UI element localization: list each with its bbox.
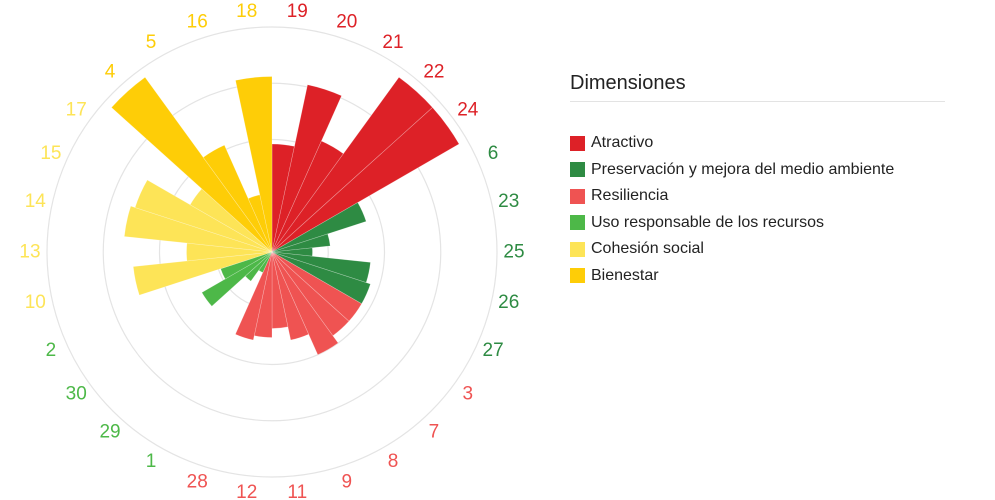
legend-items: Atractivo Preservación y mejora del medio…	[570, 130, 945, 289]
bar-6[interactable]	[271, 202, 367, 253]
category-label-11: 11	[287, 482, 307, 500]
legend-swatch	[570, 188, 585, 204]
bar-11[interactable]	[271, 251, 289, 329]
category-label-13: 13	[19, 242, 40, 263]
category-label-22: 22	[423, 62, 444, 83]
category-label-4: 4	[105, 62, 116, 83]
legend-label: Preservación y mejora del medio ambiente	[591, 160, 895, 178]
bar-18[interactable]	[235, 76, 273, 253]
bar-25[interactable]	[271, 247, 313, 257]
bar-2[interactable]	[220, 251, 273, 280]
category-label-15: 15	[40, 143, 61, 164]
legend-title: Dimensiones	[570, 72, 945, 102]
category-label-27: 27	[483, 340, 504, 361]
category-label-12: 12	[236, 482, 257, 500]
category-label-16: 16	[187, 11, 208, 32]
category-label-29: 29	[99, 421, 120, 442]
category-label-1: 1	[146, 451, 157, 472]
category-label-17: 17	[66, 99, 87, 120]
bar-7[interactable]	[271, 251, 350, 337]
legend-label: Resiliencia	[591, 187, 669, 205]
bar-10[interactable]	[132, 251, 273, 296]
bar-5[interactable]	[202, 144, 273, 253]
legend-item-1[interactable]: Atractivo	[570, 130, 945, 157]
legend: Dimensiones Atractivo Preservación y mejo…	[570, 72, 945, 289]
category-label-26: 26	[498, 292, 519, 313]
category-label-8: 8	[388, 451, 399, 472]
category-label-20: 20	[336, 11, 357, 32]
category-label-14: 14	[25, 191, 47, 212]
legend-label: Uso responsable de los recursos	[591, 213, 825, 231]
legend-item-2[interactable]: Preservación y mejora del medio ambiente	[570, 157, 945, 184]
bar-15[interactable]	[134, 179, 273, 253]
bar-26[interactable]	[271, 251, 371, 283]
legend-item-3[interactable]: Resiliencia	[570, 183, 945, 210]
bar-28[interactable]	[234, 251, 273, 341]
bar-17[interactable]	[189, 188, 273, 253]
bar-16[interactable]	[247, 194, 273, 253]
category-label-9: 9	[341, 472, 352, 493]
category-label-19: 19	[287, 1, 308, 22]
bar-22[interactable]	[271, 76, 433, 253]
category-label-30: 30	[66, 384, 87, 405]
legend-label: Bienestar	[591, 266, 659, 284]
bar-21[interactable]	[271, 140, 344, 253]
bar-3[interactable]	[271, 251, 363, 322]
bar-29[interactable]	[244, 251, 273, 282]
category-label-24: 24	[457, 99, 479, 120]
bar-4[interactable]	[111, 76, 273, 253]
bar-23[interactable]	[271, 233, 331, 253]
category-label-21: 21	[382, 32, 403, 53]
category-label-25: 25	[503, 242, 524, 263]
bar-layer	[111, 76, 460, 356]
legend-item-5[interactable]: Cohesión social	[570, 236, 945, 263]
legend-item-6[interactable]: Bienestar	[570, 263, 945, 290]
legend-item-4[interactable]: Uso responsable de los recursos	[570, 210, 945, 237]
legend-swatch	[570, 268, 585, 284]
category-label-5: 5	[146, 32, 157, 53]
bar-8[interactable]	[271, 251, 339, 356]
category-label-23: 23	[498, 191, 519, 212]
legend-swatch	[570, 162, 585, 178]
grid-circle-4	[46, 26, 498, 478]
legend-swatch	[570, 135, 585, 151]
bar-24[interactable]	[271, 107, 460, 253]
bar-12[interactable]	[253, 251, 273, 338]
legend-swatch	[570, 215, 585, 231]
category-label-2: 2	[46, 340, 57, 361]
category-label-7: 7	[429, 421, 440, 442]
category-label-6: 6	[488, 143, 499, 164]
bar-13[interactable]	[186, 242, 273, 262]
bar-30[interactable]	[201, 251, 273, 307]
category-label-10: 10	[25, 292, 46, 313]
bar-20[interactable]	[271, 84, 342, 253]
bar-9[interactable]	[271, 251, 310, 341]
legend-swatch	[570, 241, 585, 257]
legend-label: Cohesión social	[591, 240, 704, 258]
legend-label: Atractivo	[591, 134, 654, 152]
category-label-3: 3	[462, 384, 473, 405]
category-label-28: 28	[187, 472, 208, 493]
polar-bar-chart: 19 20 21 22 24 6 23 25 26 27 3 7 8 9 11 12 28 1 29 30 2 10 13 1…	[19, 1, 524, 500]
bar-27[interactable]	[271, 251, 371, 305]
category-labels: 19 20 21 22 24 6 23 25 26 27 3 7 8 9 11 12 28 1 29 30 2 10 13 1…	[19, 1, 524, 500]
bar-19[interactable]	[271, 143, 295, 253]
bar-14[interactable]	[123, 205, 273, 253]
category-label-18: 18	[236, 1, 257, 22]
